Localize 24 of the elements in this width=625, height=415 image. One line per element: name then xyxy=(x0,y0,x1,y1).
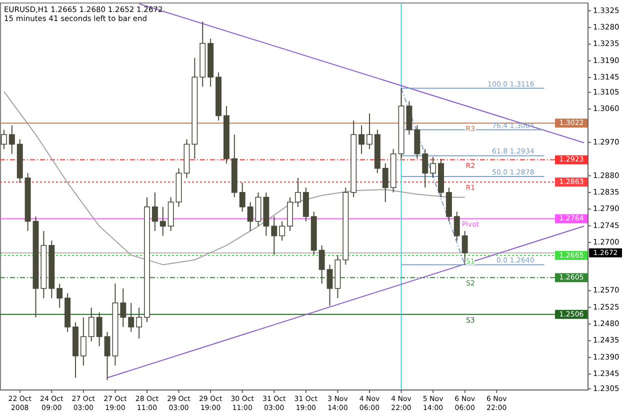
candlestick xyxy=(152,192,158,232)
candlestick xyxy=(160,206,166,236)
candlestick xyxy=(462,230,468,266)
candlestick xyxy=(271,216,278,256)
candlestick xyxy=(318,244,325,284)
candlestick xyxy=(80,316,86,366)
candlestick xyxy=(430,156,436,178)
candlestick xyxy=(294,177,301,208)
candlestick xyxy=(88,307,94,342)
candlestick xyxy=(247,202,254,232)
candlestick xyxy=(120,288,126,328)
candlestick xyxy=(366,112,372,150)
candlestick xyxy=(8,124,15,154)
candlestick xyxy=(96,312,102,347)
candlestick xyxy=(422,148,428,188)
candlestick xyxy=(136,307,142,339)
candlestick xyxy=(128,302,134,332)
candlestick xyxy=(382,163,388,203)
candlestick xyxy=(358,124,365,154)
candlestick xyxy=(56,283,63,308)
candlestick xyxy=(279,220,286,242)
candlestick xyxy=(239,182,246,212)
candlestick xyxy=(454,211,460,242)
candlestick xyxy=(326,264,333,306)
